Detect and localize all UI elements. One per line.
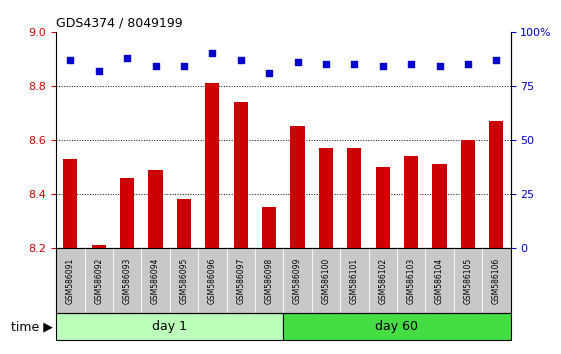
Text: GSM586105: GSM586105 bbox=[463, 257, 472, 304]
Point bbox=[123, 55, 132, 61]
Bar bbox=[120, 178, 134, 248]
Text: GSM586095: GSM586095 bbox=[180, 257, 188, 304]
Text: GSM586094: GSM586094 bbox=[151, 257, 160, 304]
Text: GSM586092: GSM586092 bbox=[94, 257, 103, 304]
Point bbox=[265, 70, 274, 76]
Point bbox=[94, 68, 103, 74]
Text: GSM586093: GSM586093 bbox=[123, 257, 132, 304]
Text: GSM586101: GSM586101 bbox=[350, 257, 359, 304]
Text: GSM586098: GSM586098 bbox=[265, 257, 274, 304]
Bar bbox=[291, 126, 305, 248]
Text: GSM586097: GSM586097 bbox=[236, 257, 245, 304]
Bar bbox=[404, 156, 418, 248]
Point bbox=[407, 61, 416, 67]
Point bbox=[378, 64, 387, 69]
Text: GSM586091: GSM586091 bbox=[66, 257, 75, 304]
Point bbox=[208, 51, 217, 56]
Bar bbox=[262, 207, 276, 248]
Bar bbox=[347, 148, 361, 248]
Point bbox=[435, 64, 444, 69]
Point bbox=[180, 64, 188, 69]
Bar bbox=[205, 83, 219, 248]
Bar bbox=[63, 159, 77, 248]
Point bbox=[66, 57, 75, 63]
Point bbox=[236, 57, 245, 63]
Bar bbox=[376, 167, 390, 248]
Text: GSM586096: GSM586096 bbox=[208, 257, 217, 304]
Text: GSM586104: GSM586104 bbox=[435, 257, 444, 304]
Bar bbox=[461, 140, 475, 248]
Bar bbox=[233, 102, 248, 248]
Bar bbox=[433, 164, 447, 248]
Text: day 60: day 60 bbox=[375, 320, 419, 333]
Text: GSM586100: GSM586100 bbox=[321, 257, 330, 304]
Point bbox=[350, 61, 359, 67]
Text: GSM586099: GSM586099 bbox=[293, 257, 302, 304]
Bar bbox=[149, 170, 163, 248]
Text: day 1: day 1 bbox=[152, 320, 187, 333]
Text: GSM586102: GSM586102 bbox=[378, 257, 387, 304]
Bar bbox=[91, 245, 106, 248]
Point bbox=[463, 61, 472, 67]
Point bbox=[492, 57, 501, 63]
Text: GSM586103: GSM586103 bbox=[407, 257, 416, 304]
Point bbox=[321, 61, 330, 67]
Text: GDS4374 / 8049199: GDS4374 / 8049199 bbox=[56, 16, 183, 29]
Point bbox=[151, 64, 160, 69]
Bar bbox=[177, 199, 191, 248]
Bar bbox=[319, 148, 333, 248]
Text: time ▶: time ▶ bbox=[11, 320, 53, 333]
Point bbox=[293, 59, 302, 65]
Text: GSM586106: GSM586106 bbox=[492, 257, 501, 304]
Bar bbox=[489, 121, 503, 248]
